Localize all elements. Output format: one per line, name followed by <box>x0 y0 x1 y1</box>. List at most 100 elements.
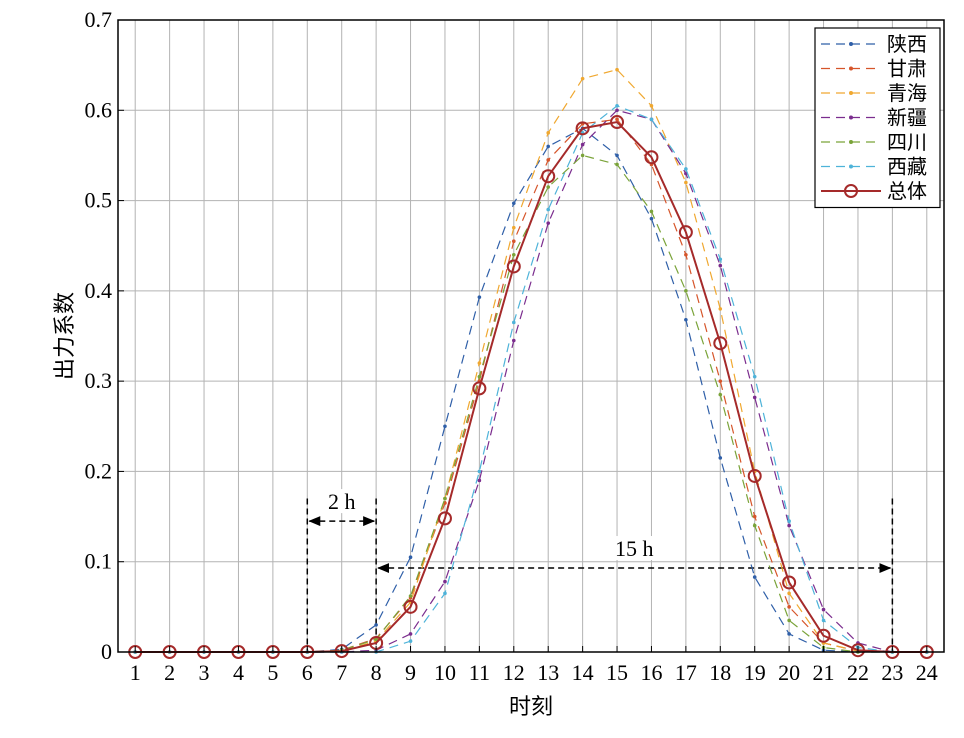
data-point-1 <box>684 252 688 257</box>
data-point-4 <box>718 392 723 397</box>
legend-label: 四川 <box>887 130 927 154</box>
x-tick-label: 7 <box>336 660 347 685</box>
data-point-4 <box>649 209 654 214</box>
x-tick-label: 10 <box>434 660 456 685</box>
series-line-1 <box>135 118 927 653</box>
data-point-2 <box>546 131 551 135</box>
data-point-2 <box>787 591 791 596</box>
series-layer <box>128 67 934 659</box>
data-point-5 <box>752 374 757 379</box>
data-point-4 <box>477 374 482 379</box>
x-tick-label: 21 <box>813 660 835 685</box>
data-point-overall <box>334 644 349 659</box>
data-point-3 <box>615 108 619 113</box>
data-point-1 <box>752 514 757 519</box>
y-tick-label: 0.3 <box>85 368 113 393</box>
plot-frame <box>117 19 945 653</box>
x-tick-label: 15 <box>606 660 628 685</box>
x-tick-label: 17 <box>675 660 697 685</box>
data-point-2 <box>718 307 723 311</box>
x-tick-label: 1 <box>130 660 141 685</box>
annotation-layer: 2 h 15 h <box>306 489 894 652</box>
x-tick-label: 8 <box>371 660 382 685</box>
x-tick-label: 3 <box>199 660 210 685</box>
data-point-1 <box>787 605 791 609</box>
data-point-overall <box>541 169 556 184</box>
data-point-4 <box>752 523 757 528</box>
data-point-1 <box>511 239 516 243</box>
data-point-overall <box>437 511 452 526</box>
data-point-4 <box>374 637 378 642</box>
data-point-2 <box>615 67 619 72</box>
y-axis-title: 出力系数 <box>53 292 78 380</box>
data-point-5 <box>615 103 619 108</box>
x-tick-label: 5 <box>267 660 278 685</box>
legend-swatch-marker <box>849 66 853 71</box>
data-point-2 <box>580 76 585 81</box>
data-point-overall <box>850 643 865 658</box>
data-point-0 <box>649 216 654 221</box>
data-point-5 <box>408 639 413 643</box>
data-point-3 <box>511 338 516 343</box>
y-tick-label: 0.1 <box>85 549 113 574</box>
data-point-0 <box>374 623 378 627</box>
series-line-5 <box>135 105 927 653</box>
legend-swatch-marker <box>849 164 853 169</box>
legend-label: 青海 <box>887 81 927 105</box>
series-line-3 <box>135 109 927 653</box>
y-tick-label: 0.5 <box>85 188 113 213</box>
data-point-3 <box>718 263 723 268</box>
y-tick-label: 0.6 <box>85 97 113 122</box>
data-point-0 <box>615 153 619 158</box>
x-tick-label: 18 <box>709 660 731 685</box>
legend-label: 总体 <box>887 179 927 203</box>
y-tick-label: 0 <box>101 639 112 664</box>
annotation-label: 15 h <box>615 536 654 561</box>
data-point-overall <box>575 121 590 136</box>
x-tick-label: 4 <box>233 660 244 685</box>
data-point-4 <box>408 594 413 598</box>
data-point-2 <box>477 361 482 365</box>
data-point-overall <box>713 336 728 351</box>
ticks-layer: 1 2 3 4 5 6 7 8 9 10 11 12 13 14 15 16 17 18 19 20 21 22 23 240… <box>85 7 938 685</box>
data-point-2 <box>684 180 688 185</box>
x-tick-label: 24 <box>916 660 938 685</box>
legend-label: 陕西 <box>887 32 927 56</box>
data-point-0 <box>684 317 688 322</box>
series-line-2 <box>135 68 927 653</box>
y-tick-label: 0.7 <box>85 7 113 32</box>
data-point-5 <box>546 207 551 212</box>
data-point-overall <box>678 225 693 240</box>
data-point-5 <box>821 618 826 623</box>
data-point-0 <box>408 555 413 559</box>
x-tick-label: 2 <box>164 660 175 685</box>
data-point-5 <box>787 519 791 523</box>
x-tick-label: 22 <box>847 660 869 685</box>
data-point-1 <box>615 117 619 122</box>
x-tick-label: 9 <box>405 660 416 685</box>
data-point-4 <box>580 153 585 158</box>
legend-box <box>814 27 941 209</box>
grid-layer <box>118 20 944 652</box>
data-point-overall <box>472 381 487 396</box>
data-point-3 <box>752 395 757 400</box>
legend-label: 西藏 <box>887 155 927 179</box>
legend-label: 新疆 <box>887 106 927 130</box>
x-tick-label: 20 <box>778 660 800 685</box>
data-point-3 <box>821 607 826 612</box>
data-point-5 <box>511 320 516 325</box>
data-point-3 <box>443 579 447 584</box>
data-point-4 <box>615 162 619 167</box>
data-point-5 <box>443 591 447 596</box>
data-point-1 <box>546 158 551 162</box>
legend-swatch-marker <box>849 42 853 46</box>
data-point-0 <box>718 456 723 460</box>
x-tick-label: 23 <box>881 660 903 685</box>
data-point-overall <box>747 468 762 483</box>
data-point-0 <box>546 144 551 149</box>
data-point-4 <box>684 289 688 293</box>
data-point-overall <box>506 259 521 274</box>
y-tick-label: 0.2 <box>85 458 113 483</box>
